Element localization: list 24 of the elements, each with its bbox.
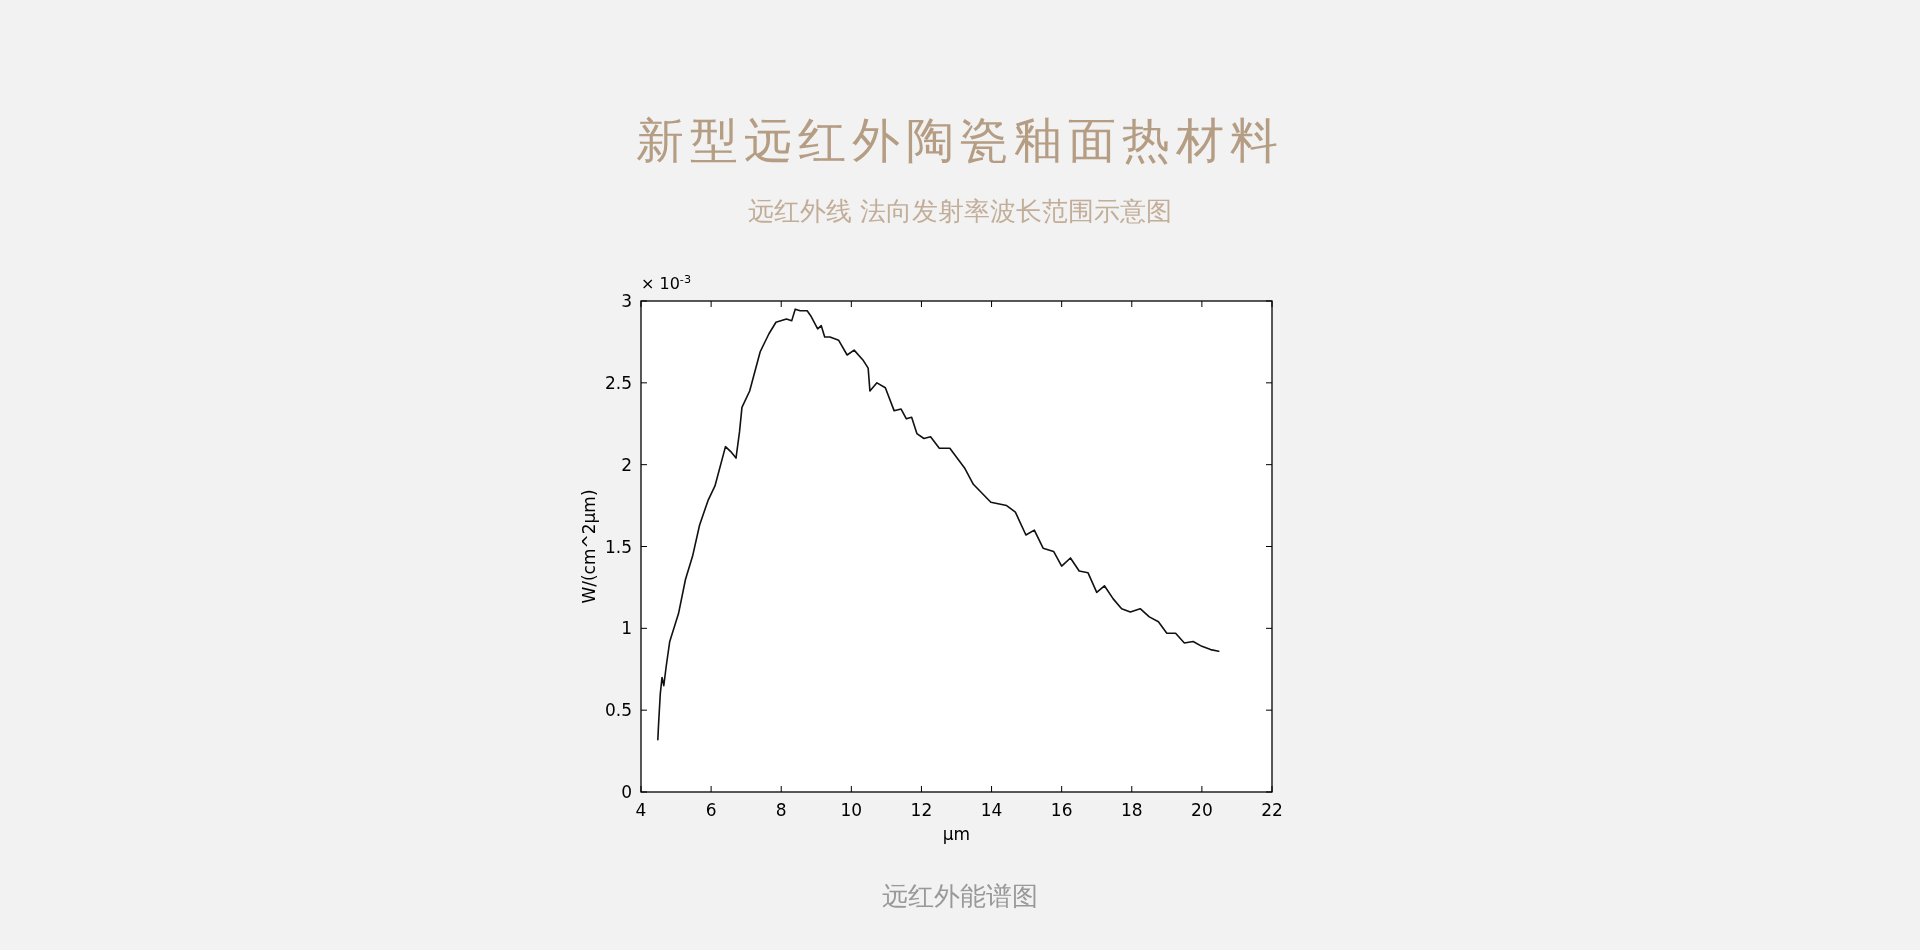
y-axis-title: W/(cm^2μm) [579,489,599,604]
y-tick-label: 3 [621,291,632,311]
x-tick-label: 22 [1261,800,1283,820]
x-axis-title: μm [942,824,971,844]
x-tick-label: 10 [840,800,863,820]
x-tick-label: 20 [1191,800,1213,820]
text: 远红外能谱图 [882,881,1038,911]
y-tick-label: 1.5 [604,536,632,557]
y-tick-label: 1 [621,618,632,639]
x-tick-label: 6 [705,800,717,820]
text: × 10$^{-3}$ [641,272,692,293]
x-tick-label: 18 [1120,800,1143,820]
y-tick-label: 0.5 [604,700,632,721]
x-tick-label: 16 [1050,800,1073,820]
chart-subtitle: 远红外线 法向发射率波长范围示意图 [747,196,1173,226]
line-series [657,308,1220,741]
y-tick-label: 0 [621,782,632,802]
x-tick-label: 4 [635,800,647,820]
x-tick-label: 14 [980,800,1003,820]
y-tick-label: 2.5 [604,372,632,393]
y-tick-label: 2 [621,454,632,475]
x-tick-label: 8 [775,800,787,820]
chart-title: 新型远红外陶瓷釉面热材料 [636,112,1284,168]
x-tick-label: 12 [910,800,933,820]
